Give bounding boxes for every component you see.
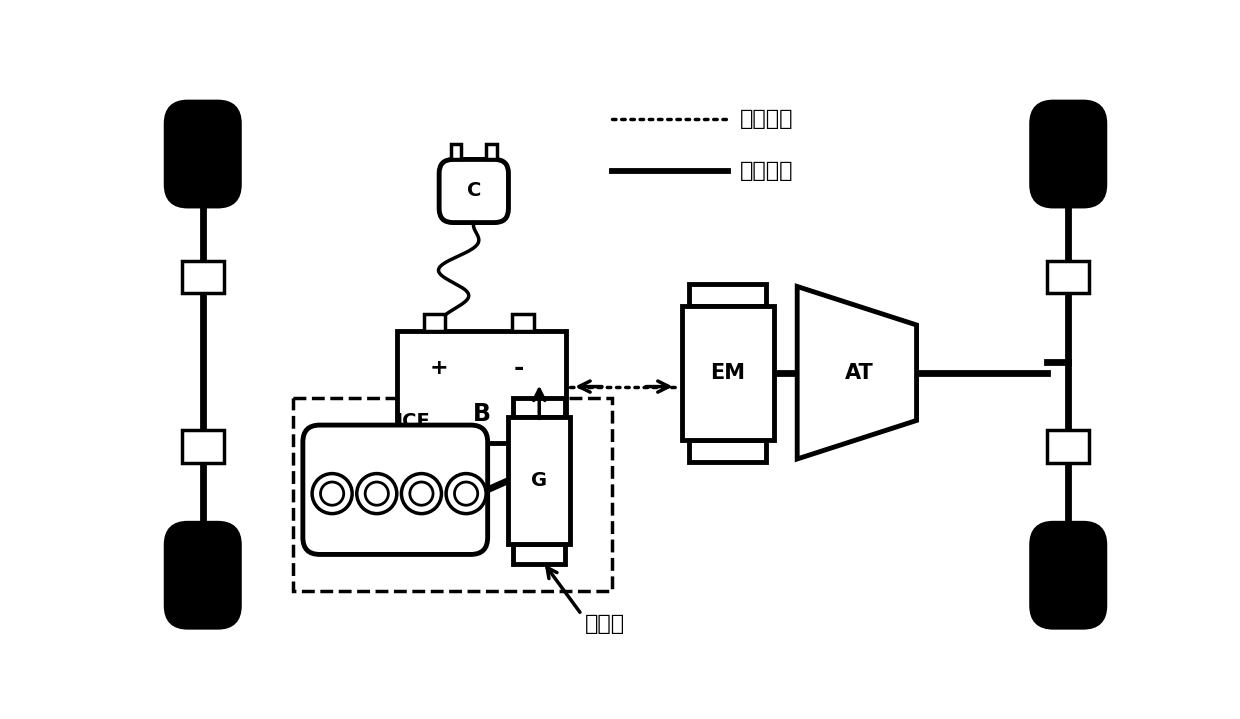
Text: C: C	[466, 181, 481, 201]
FancyBboxPatch shape	[439, 160, 508, 223]
Bar	[1047, 261, 1090, 293]
Circle shape	[402, 474, 441, 513]
FancyBboxPatch shape	[303, 425, 487, 554]
Circle shape	[365, 482, 388, 505]
Circle shape	[446, 474, 486, 513]
Bar	[513, 398, 565, 418]
Bar	[689, 441, 766, 462]
Bar	[508, 418, 570, 544]
Bar	[682, 306, 774, 441]
Text: AT: AT	[844, 362, 874, 383]
Text: G: G	[531, 471, 547, 490]
Bar	[397, 331, 567, 443]
Bar	[293, 398, 613, 590]
Bar	[512, 314, 534, 331]
Bar	[181, 261, 224, 293]
FancyBboxPatch shape	[166, 523, 239, 627]
Text: EM: EM	[711, 362, 745, 383]
Text: ICE: ICE	[394, 412, 429, 431]
FancyBboxPatch shape	[166, 102, 239, 206]
FancyBboxPatch shape	[1032, 102, 1105, 206]
Polygon shape	[797, 286, 916, 459]
Circle shape	[312, 474, 352, 513]
Bar	[450, 144, 461, 160]
Text: 增程器: 增程器	[584, 614, 625, 633]
Bar	[181, 431, 224, 463]
Text: 机械连接: 机械连接	[739, 161, 792, 181]
Circle shape	[455, 482, 477, 505]
Text: +: +	[430, 358, 449, 378]
Circle shape	[357, 474, 397, 513]
Text: -: -	[513, 356, 523, 380]
Text: B: B	[472, 403, 491, 426]
Bar	[1047, 431, 1090, 463]
Bar	[513, 544, 565, 564]
Circle shape	[320, 482, 343, 505]
Bar	[424, 314, 445, 331]
Circle shape	[410, 482, 433, 505]
Bar	[486, 144, 497, 160]
FancyBboxPatch shape	[1032, 523, 1105, 627]
Text: 电气连接: 电气连接	[739, 109, 792, 129]
Bar	[689, 284, 766, 306]
